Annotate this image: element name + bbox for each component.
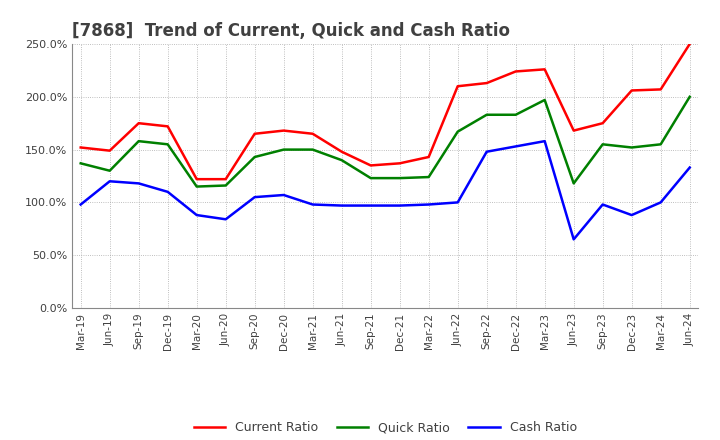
Line: Cash Ratio: Cash Ratio xyxy=(81,141,690,239)
Quick Ratio xyxy=(685,94,694,99)
Current Ratio xyxy=(192,176,201,182)
Quick Ratio xyxy=(105,168,114,173)
Current Ratio xyxy=(308,131,317,136)
Current Ratio xyxy=(395,161,404,166)
Current Ratio xyxy=(657,87,665,92)
Line: Current Ratio: Current Ratio xyxy=(81,44,690,179)
Current Ratio xyxy=(163,124,172,129)
Quick Ratio xyxy=(541,97,549,103)
Quick Ratio xyxy=(338,158,346,163)
Cash Ratio xyxy=(454,200,462,205)
Cash Ratio xyxy=(251,194,259,200)
Current Ratio xyxy=(598,121,607,126)
Quick Ratio xyxy=(627,145,636,150)
Quick Ratio xyxy=(454,129,462,134)
Current Ratio xyxy=(76,145,85,150)
Cash Ratio xyxy=(163,189,172,194)
Cash Ratio xyxy=(657,200,665,205)
Quick Ratio xyxy=(570,181,578,186)
Quick Ratio xyxy=(76,161,85,166)
Quick Ratio xyxy=(279,147,288,152)
Quick Ratio xyxy=(366,176,375,181)
Cash Ratio xyxy=(424,202,433,207)
Current Ratio xyxy=(135,121,143,126)
Cash Ratio xyxy=(76,202,85,207)
Quick Ratio xyxy=(395,176,404,181)
Cash Ratio xyxy=(192,213,201,218)
Legend: Current Ratio, Quick Ratio, Cash Ratio: Current Ratio, Quick Ratio, Cash Ratio xyxy=(189,416,582,439)
Cash Ratio xyxy=(105,179,114,184)
Quick Ratio xyxy=(251,154,259,160)
Quick Ratio xyxy=(598,142,607,147)
Quick Ratio xyxy=(657,142,665,147)
Current Ratio xyxy=(279,128,288,133)
Cash Ratio xyxy=(338,203,346,208)
Quick Ratio xyxy=(221,183,230,188)
Text: [7868]  Trend of Current, Quick and Cash Ratio: [7868] Trend of Current, Quick and Cash … xyxy=(72,22,510,40)
Quick Ratio xyxy=(192,184,201,189)
Cash Ratio xyxy=(511,144,520,149)
Cash Ratio xyxy=(482,149,491,154)
Cash Ratio xyxy=(541,139,549,144)
Current Ratio xyxy=(221,176,230,182)
Cash Ratio xyxy=(279,192,288,198)
Current Ratio xyxy=(251,131,259,136)
Current Ratio xyxy=(511,69,520,74)
Current Ratio xyxy=(541,67,549,72)
Current Ratio xyxy=(366,163,375,168)
Cash Ratio xyxy=(627,213,636,218)
Cash Ratio xyxy=(366,203,375,208)
Current Ratio xyxy=(482,81,491,86)
Current Ratio xyxy=(454,84,462,89)
Quick Ratio xyxy=(135,139,143,144)
Current Ratio xyxy=(338,149,346,154)
Line: Quick Ratio: Quick Ratio xyxy=(81,97,690,187)
Quick Ratio xyxy=(511,112,520,117)
Quick Ratio xyxy=(163,142,172,147)
Quick Ratio xyxy=(424,174,433,180)
Quick Ratio xyxy=(308,147,317,152)
Cash Ratio xyxy=(570,237,578,242)
Quick Ratio xyxy=(482,112,491,117)
Current Ratio xyxy=(570,128,578,133)
Current Ratio xyxy=(685,41,694,47)
Cash Ratio xyxy=(395,203,404,208)
Current Ratio xyxy=(627,88,636,93)
Cash Ratio xyxy=(598,202,607,207)
Current Ratio xyxy=(424,154,433,160)
Cash Ratio xyxy=(685,165,694,170)
Cash Ratio xyxy=(221,216,230,222)
Cash Ratio xyxy=(135,181,143,186)
Current Ratio xyxy=(105,148,114,153)
Cash Ratio xyxy=(308,202,317,207)
